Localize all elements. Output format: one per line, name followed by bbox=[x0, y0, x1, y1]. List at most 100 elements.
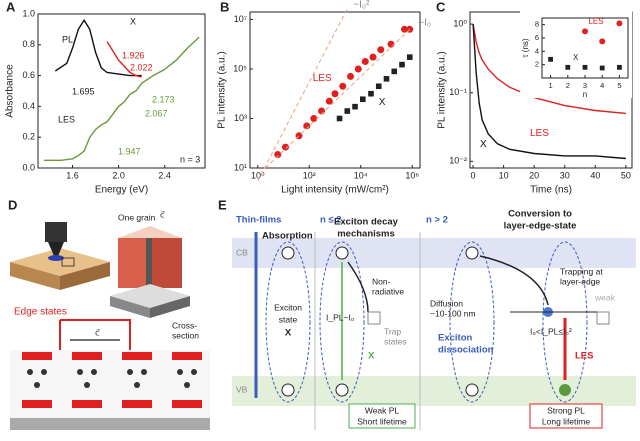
y-tick-label: 10¹ bbox=[234, 162, 247, 172]
point bbox=[375, 83, 382, 90]
text: Exciton bbox=[274, 302, 302, 312]
guide-line bbox=[265, 26, 413, 169]
x-tick-label: 30 bbox=[560, 170, 570, 180]
series-label: X bbox=[379, 97, 386, 108]
text: Weak PL bbox=[365, 405, 400, 415]
panel-label: E bbox=[218, 197, 227, 212]
point bbox=[339, 82, 347, 90]
text: One grain bbox=[118, 212, 156, 222]
point bbox=[282, 143, 290, 151]
point bbox=[377, 46, 385, 54]
guide-line bbox=[257, 8, 348, 182]
point bbox=[582, 28, 588, 35]
y-tick-label: 4 bbox=[535, 46, 539, 55]
text: c⃗ bbox=[95, 327, 100, 337]
x-tick-label: 10⁴ bbox=[354, 170, 368, 180]
panel-e-art bbox=[232, 232, 636, 430]
point bbox=[599, 65, 605, 71]
y-tick-label: 1.0 bbox=[22, 8, 35, 18]
series-label: ~I₀² bbox=[353, 0, 370, 10]
y-tick-label: 10⁵ bbox=[233, 63, 247, 73]
annotation: 1.695 bbox=[72, 86, 95, 96]
point bbox=[400, 25, 408, 33]
point bbox=[344, 108, 351, 114]
x-tick-label: 2 bbox=[566, 81, 570, 90]
point bbox=[406, 54, 413, 60]
inset-bg bbox=[520, 10, 632, 98]
x-tick-label: 10² bbox=[303, 170, 316, 180]
point bbox=[582, 64, 588, 70]
point bbox=[361, 58, 369, 66]
text: Edge states bbox=[14, 307, 67, 318]
y-axis-label: Absorbance bbox=[5, 64, 16, 118]
y-tick-label: 8 bbox=[535, 20, 539, 29]
text: Diffusion bbox=[430, 298, 463, 308]
point bbox=[347, 72, 355, 80]
x-axis-label: Light intensity (mW/cm²) bbox=[281, 185, 389, 196]
y-tick-label: 10³ bbox=[234, 113, 247, 123]
y-tick-label: 10⁷ bbox=[234, 14, 247, 24]
point bbox=[359, 96, 366, 103]
y-tick-label: 0.0 bbox=[22, 162, 35, 172]
x-tick-label: 50 bbox=[621, 170, 631, 180]
point bbox=[369, 53, 377, 61]
text: Strong PL bbox=[547, 405, 585, 415]
point bbox=[391, 68, 398, 75]
point bbox=[616, 20, 623, 27]
series-label: X bbox=[573, 53, 579, 62]
point bbox=[399, 61, 405, 68]
x-tick-label: 3 bbox=[583, 81, 587, 90]
point bbox=[352, 103, 358, 110]
text: state bbox=[279, 314, 298, 324]
point bbox=[274, 151, 282, 159]
series-line bbox=[472, 23, 626, 115]
point bbox=[565, 64, 571, 70]
x-tick-label: 5 bbox=[617, 81, 621, 90]
text: radiative bbox=[372, 286, 404, 296]
annotation: LES bbox=[58, 114, 75, 124]
text: Absorption bbox=[262, 231, 313, 242]
annotation: PL bbox=[62, 34, 73, 44]
text: Trap bbox=[384, 326, 401, 336]
series-line bbox=[43, 36, 200, 161]
annotation: 1.926 bbox=[122, 50, 145, 60]
y-tick-label: 6 bbox=[535, 33, 539, 42]
panel-d-art bbox=[10, 222, 210, 430]
x-tick-label: 10 bbox=[499, 170, 509, 180]
series-label: ~I₀ bbox=[418, 18, 431, 29]
y-tick-label: 0.2 bbox=[22, 132, 35, 142]
text: VB bbox=[236, 384, 248, 394]
x-tick-label: 10⁰ bbox=[251, 170, 265, 180]
panel-label: D bbox=[8, 197, 17, 212]
y-tick-label: 10⁰ bbox=[453, 18, 467, 28]
text: Exciton bbox=[438, 333, 473, 344]
annotation: X bbox=[130, 16, 136, 26]
x-tick-label: 1.6 bbox=[66, 170, 79, 180]
text: layer-edge-state bbox=[504, 221, 577, 232]
panel-label: A bbox=[6, 0, 16, 14]
series-label: LES bbox=[530, 128, 549, 139]
point bbox=[331, 90, 339, 98]
y-tick-label: 10⁻¹ bbox=[449, 87, 467, 97]
point bbox=[310, 114, 318, 122]
text: Trapping at bbox=[560, 266, 603, 276]
point bbox=[354, 65, 362, 73]
point bbox=[383, 76, 390, 82]
text: section bbox=[172, 330, 199, 340]
text: Short lifetime bbox=[357, 416, 407, 426]
text: n ≤ 2 bbox=[320, 215, 342, 226]
x-tick-label: 40 bbox=[590, 170, 600, 180]
text: Non- bbox=[372, 276, 391, 286]
point bbox=[617, 64, 622, 70]
x-axis-label: Time (ns) bbox=[530, 185, 572, 196]
text: n > 2 bbox=[426, 215, 448, 226]
series-label: LES bbox=[588, 17, 603, 26]
x-axis-label: n bbox=[583, 90, 587, 99]
x-axis-label: Energy (eV) bbox=[95, 185, 148, 196]
x-tick-label: 20 bbox=[529, 170, 539, 180]
y-tick-label: 0.6 bbox=[22, 70, 35, 80]
series-label: LES bbox=[313, 73, 332, 84]
y-tick-label: 0.8 bbox=[22, 39, 35, 49]
series-line bbox=[472, 24, 626, 160]
